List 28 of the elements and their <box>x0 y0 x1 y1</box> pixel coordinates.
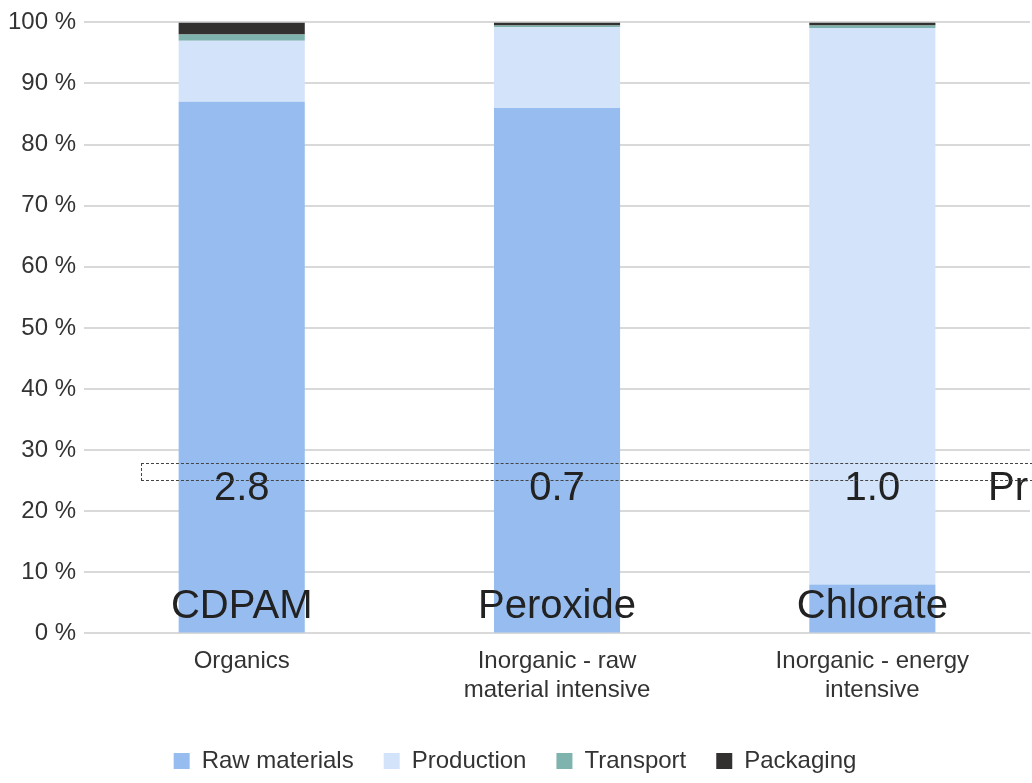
x-tick-label: Inorganic - raw material intensive <box>463 646 651 703</box>
y-tick-label: 70 % <box>21 190 77 218</box>
y-tick-label: 60 % <box>21 251 77 279</box>
bar <box>178 40 305 102</box>
legend-label: Transport <box>584 745 687 773</box>
y-tick-label: 40 % <box>21 373 77 401</box>
annotation: Chlorate <box>796 582 948 627</box>
annotation: 1.0 <box>844 464 901 509</box>
y-tick-label: 0 % <box>34 618 77 646</box>
annotation: CDPAM <box>170 582 313 627</box>
y-tick-label: 20 % <box>21 495 77 523</box>
y-tick-label: 80 % <box>21 129 77 157</box>
bar <box>809 27 936 585</box>
bar <box>493 27 621 108</box>
y-tick-label: 90 % <box>21 68 77 96</box>
y-tick-label: 50 % <box>21 312 77 340</box>
legend-label: Packaging <box>744 745 857 773</box>
y-tick-label: 10 % <box>21 556 77 584</box>
legend-label: Raw materials <box>201 745 354 773</box>
bar <box>178 22 305 35</box>
y-tick-label: 100 % <box>7 7 77 35</box>
annotation: 0.7 <box>529 464 585 509</box>
x-tick-label: Organics <box>193 646 290 674</box>
legend-label: Production <box>411 745 527 773</box>
bar <box>178 34 305 41</box>
x-tick-label: Inorganic - energy intensive <box>775 646 970 703</box>
y-tick-label: 30 % <box>21 434 77 462</box>
annotation: Peroxide <box>478 582 636 627</box>
